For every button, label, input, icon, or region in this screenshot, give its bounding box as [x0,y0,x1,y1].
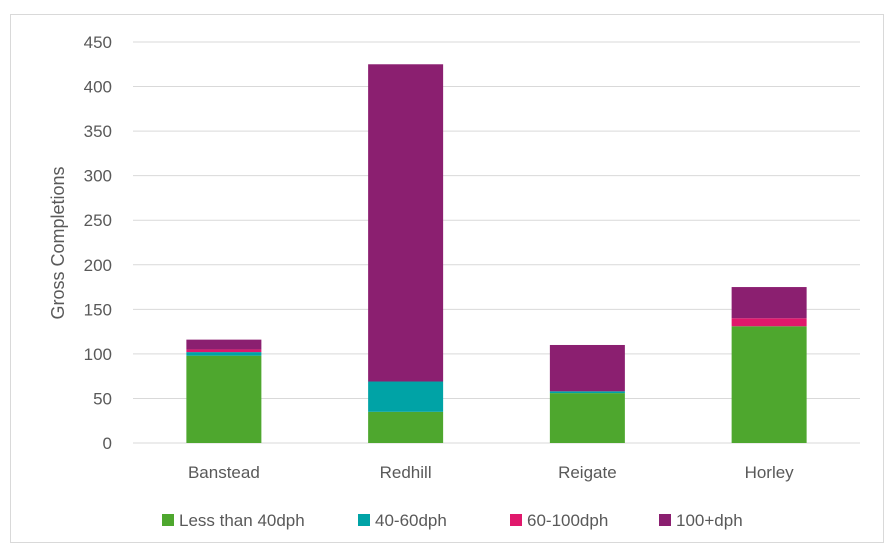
legend-swatch-2 [510,514,522,526]
y-tick-label-9: 450 [84,33,112,52]
y-tick-label-1: 50 [93,389,112,408]
legend-label-0: Less than 40dph [179,511,305,530]
x-tick-label-banstead: Banstead [188,463,260,482]
chart-frame [10,14,884,543]
bars [186,64,807,443]
y-tick-label-3: 150 [84,300,112,319]
bar-horley-series-2 [731,318,807,327]
y-tick-label-4: 200 [84,256,112,275]
x-tick-label-horley: Horley [745,463,795,482]
y-tick-label-8: 400 [84,78,112,97]
bar-banstead-series-3 [186,339,262,350]
y-tick-label-7: 350 [84,122,112,141]
legend-label-1: 40-60dph [375,511,447,530]
legend-swatch-3 [659,514,671,526]
bar-banstead-series-1 [186,352,262,356]
bar-redhill-series-1 [368,381,444,412]
y-tick-label-5: 250 [84,211,112,230]
legend-label-2: 60-100dph [527,511,608,530]
y-tick-label-0: 0 [103,434,112,453]
y-axis-title: Gross Completions [48,166,68,319]
bar-reigate-series-3 [549,344,625,392]
bar-banstead-series-0 [186,355,262,443]
bar-horley-series-3 [731,287,807,319]
legend: Less than 40dph 40-60dph 60-100dph 100+dph [162,511,743,530]
y-axis-ticks: 0 50 100 150 200 250 300 350 400 450 [84,33,112,453]
legend-swatch-0 [162,514,174,526]
x-tick-label-reigate: Reigate [558,463,617,482]
x-axis-ticks: Banstead Redhill Reigate Horley [188,463,794,482]
bar-reigate-series-1 [549,391,625,394]
y-tick-label-6: 300 [84,167,112,186]
bar-banstead-series-2 [186,349,262,353]
x-tick-label-redhill: Redhill [380,463,432,482]
bar-redhill-series-3 [368,64,444,382]
legend-label-3: 100+dph [676,511,743,530]
bar-reigate-series-0 [549,393,625,443]
legend-swatch-1 [358,514,370,526]
bar-horley-series-0 [731,326,807,443]
bar-redhill-series-0 [368,411,444,443]
y-tick-label-2: 100 [84,345,112,364]
